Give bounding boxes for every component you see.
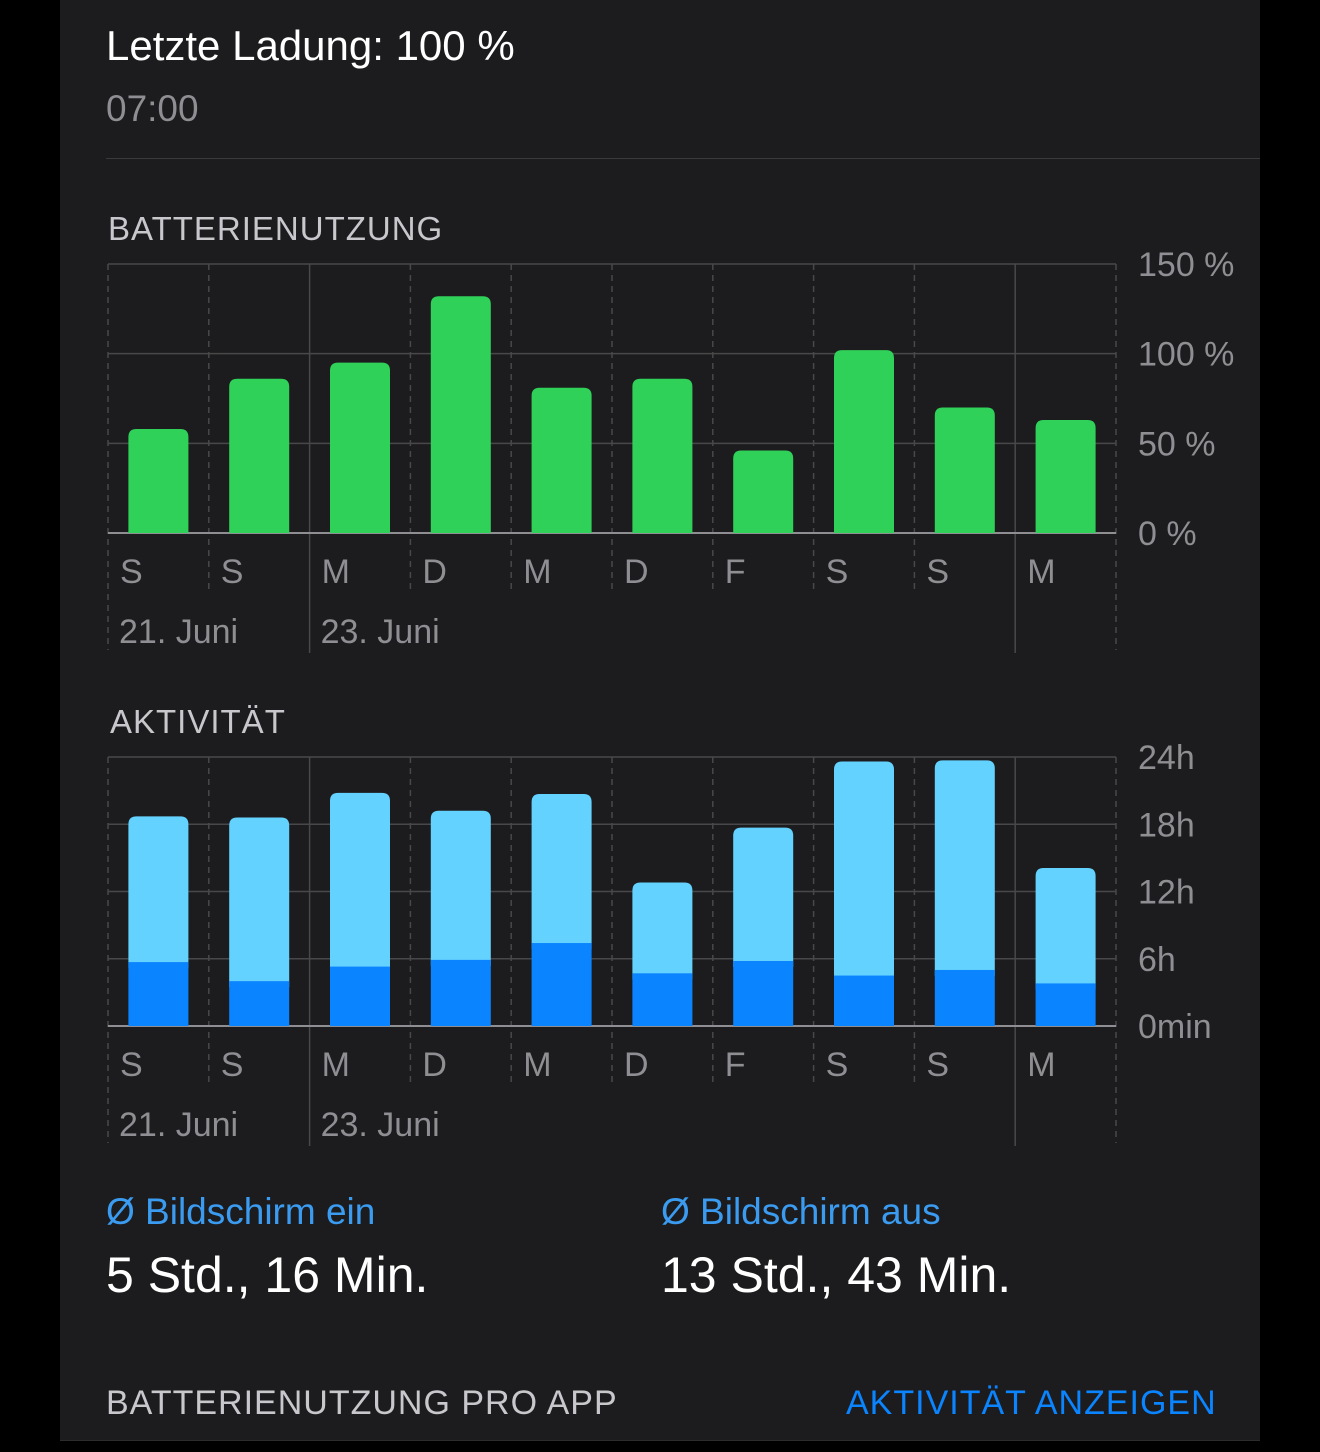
bar-battery [834, 350, 894, 533]
bar-screen-on [1035, 983, 1096, 1026]
battery-usage-title: BATTERIENUTZUNG [108, 210, 444, 247]
battery-panel [60, 0, 1260, 1440]
y-tick-label: 0min [1138, 1008, 1212, 1046]
day-label: D [624, 1046, 649, 1084]
bar-screen-off [934, 760, 995, 976]
battery-usage-per-app-label: BATTERIENUTZUNG PRO APP [106, 1384, 618, 1422]
activity-chart[interactable]: 24h 18h 12h 6h 0min S S M D M D F S S M 21. Juni 23. Jun… [0, 723, 1320, 1153]
y-tick-label: 6h [1138, 941, 1176, 979]
bar-screen-on [128, 962, 189, 1026]
screen-off-label: Ø Bildschirm aus [661, 1191, 941, 1232]
bar-screen-off [632, 882, 693, 980]
bar-screen-on [229, 981, 290, 1026]
day-label: M [1027, 1046, 1055, 1084]
day-label: S [120, 553, 143, 591]
activity-title: AKTIVITÄT [110, 703, 286, 740]
day-label: F [725, 553, 746, 591]
y-tick-label: 50 % [1138, 425, 1216, 463]
y-tick-label: 24h [1138, 739, 1195, 777]
day-label: S [826, 553, 849, 591]
day-label: S [221, 1046, 244, 1084]
bottom-divider [60, 1440, 1260, 1441]
day-label: D [422, 1046, 447, 1084]
bar-screen-on [430, 959, 491, 1026]
bar-screen-off [733, 827, 794, 967]
bar-screen-off [330, 792, 390, 973]
last-charge-time: 07:00 [106, 88, 199, 129]
date-label: 21. Juni [119, 1106, 238, 1144]
day-label: S [120, 1046, 143, 1084]
bar-screen-off [128, 816, 189, 969]
y-tick-label: 150 % [1138, 246, 1234, 284]
divider [106, 158, 1260, 159]
y-tick-label: 0 % [1138, 515, 1197, 553]
bar-screen-off [531, 793, 592, 950]
date-label: 21. Juni [119, 613, 238, 651]
bar-battery [934, 407, 995, 533]
bar-screen-on [934, 969, 995, 1026]
screen-on-value: 5 Std., 16 Min. [106, 1247, 429, 1303]
bar-screen-on [733, 960, 794, 1026]
day-label: S [926, 553, 949, 591]
bar-battery [330, 362, 390, 533]
bar-battery [128, 428, 189, 533]
bar-screen-on [834, 975, 894, 1026]
battery-usage-chart[interactable]: 150 % 100 % 50 % 0 % S S M D M D F S S M 21. Juni 23. J… [0, 230, 1320, 660]
day-label: M [523, 1046, 551, 1084]
screen-off-value: 13 Std., 43 Min. [661, 1247, 1012, 1303]
day-label: S [826, 1046, 849, 1084]
bar-battery [531, 387, 592, 533]
day-label: F [725, 1046, 746, 1084]
bar-screen-on [330, 966, 390, 1026]
bar-screen-off [1035, 867, 1096, 990]
bar-battery [229, 378, 290, 533]
bar-screen-off [430, 810, 491, 966]
bar-screen-off [229, 817, 290, 988]
screen-on-label: Ø Bildschirm ein [106, 1191, 376, 1232]
y-tick-label: 18h [1138, 806, 1195, 844]
day-label: M [322, 1046, 350, 1084]
bar-screen-on [632, 973, 693, 1026]
day-label: M [523, 553, 551, 591]
day-label: M [322, 553, 350, 591]
bar-battery [1035, 420, 1096, 533]
bar-battery [733, 450, 794, 533]
day-label: S [221, 553, 244, 591]
day-label: M [1027, 553, 1055, 591]
date-label: 23. Juni [321, 1106, 440, 1144]
last-charge-title: Letzte Ladung: 100 % [106, 22, 515, 69]
day-label: S [926, 1046, 949, 1084]
bar-screen-off [834, 761, 894, 982]
bar-battery [632, 378, 693, 533]
day-label: D [624, 553, 649, 591]
bar-screen-on [531, 943, 592, 1026]
date-label: 23. Juni [321, 613, 440, 651]
day-label: D [422, 553, 447, 591]
bar-battery [430, 296, 491, 533]
show-activity-button[interactable]: AKTIVITÄT ANZEIGEN [846, 1384, 1217, 1422]
y-tick-label: 12h [1138, 874, 1195, 912]
y-tick-label: 100 % [1138, 336, 1234, 374]
